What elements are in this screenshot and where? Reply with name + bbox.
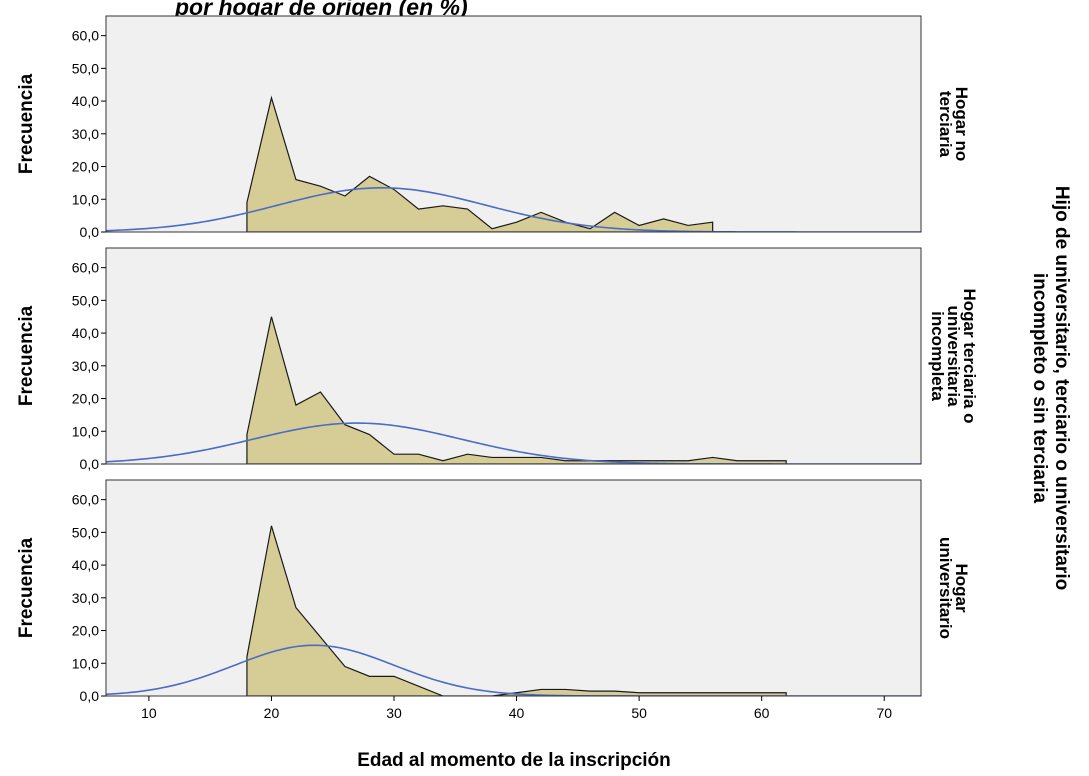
- panel-2: 0,0 10,0 20,0 30,0 40,0 50,0 60,0 Frecuencia Hog…: [16, 247, 979, 472]
- plot-area: [106, 16, 921, 232]
- y-tick-label: 20,0: [72, 623, 99, 639]
- panel-label: Hogar no: [952, 87, 971, 162]
- panel-label: universitaria: [944, 305, 963, 407]
- y-tick-label: 20,0: [72, 159, 99, 175]
- y-tick-label: 60,0: [72, 492, 99, 508]
- x-tick-label: 60: [754, 705, 770, 721]
- group-title: Hijo de universitario, terciario o unive…: [1051, 186, 1072, 590]
- y-tick-label: 10,0: [72, 655, 99, 671]
- group-title: incompleto o sin terciaria: [1029, 273, 1050, 504]
- chart-title-fragment: por hogar de origen (en %): [175, 0, 468, 20]
- y-axis-title: Frecuencia: [16, 537, 37, 638]
- y-tick-label: 30,0: [72, 358, 99, 374]
- y-tick-label: 50,0: [72, 292, 99, 308]
- y-tick-label: 10,0: [72, 191, 99, 207]
- y-tick-label: 0,0: [80, 456, 100, 472]
- panel-label: incompleta: [928, 311, 947, 401]
- plot-area: [106, 248, 921, 464]
- x-tick-label: 30: [386, 705, 402, 721]
- y-tick-label: 30,0: [72, 126, 99, 142]
- panel-label: Hogar: [952, 563, 971, 613]
- x-tick-label: 70: [876, 705, 892, 721]
- y-tick-label: 40,0: [72, 93, 99, 109]
- y-axis-title: Frecuencia: [16, 305, 37, 406]
- x-tick-label: 20: [264, 705, 280, 721]
- x-tick-label: 50: [631, 705, 647, 721]
- panel-1: 0,0 10,0 20,0 30,0 40,0 50,0 60,0 Frecuencia Hog…: [16, 15, 971, 240]
- plot-frame: [105, 15, 922, 233]
- y-tick-label: 20,0: [72, 391, 99, 407]
- y-tick-label: 50,0: [72, 524, 99, 540]
- plot-frame: [105, 247, 922, 465]
- y-tick-label: 60,0: [72, 28, 99, 44]
- y-tick-label: 40,0: [72, 325, 99, 341]
- panel-label: Hogar terciaria o: [960, 288, 979, 423]
- panel-label: universitario: [936, 537, 955, 639]
- panel-3: 0,0 10,0 20,0 30,0 40,0 50,0 60,0 Frecuencia Hog…: [16, 479, 971, 704]
- y-tick-label: 40,0: [72, 557, 99, 573]
- y-axis-title: Frecuencia: [16, 73, 37, 174]
- x-tick-label: 10: [141, 705, 157, 721]
- plot-area: [106, 480, 921, 696]
- y-tick-label: 10,0: [72, 423, 99, 439]
- y-tick-label: 50,0: [72, 60, 99, 76]
- plot-frame: [105, 479, 922, 697]
- frequency-area: [246, 316, 787, 464]
- x-axis-title: Edad al momento de la inscripción: [357, 750, 671, 771]
- panel-label: terciaria: [936, 91, 955, 158]
- x-tick-label: 40: [509, 705, 525, 721]
- y-tick-label: 30,0: [72, 590, 99, 606]
- y-tick-label: 0,0: [80, 224, 100, 240]
- y-tick-label: 0,0: [80, 688, 100, 704]
- normal-curve: [106, 644, 921, 696]
- frequency-area: [246, 525, 787, 696]
- y-tick-label: 60,0: [72, 260, 99, 276]
